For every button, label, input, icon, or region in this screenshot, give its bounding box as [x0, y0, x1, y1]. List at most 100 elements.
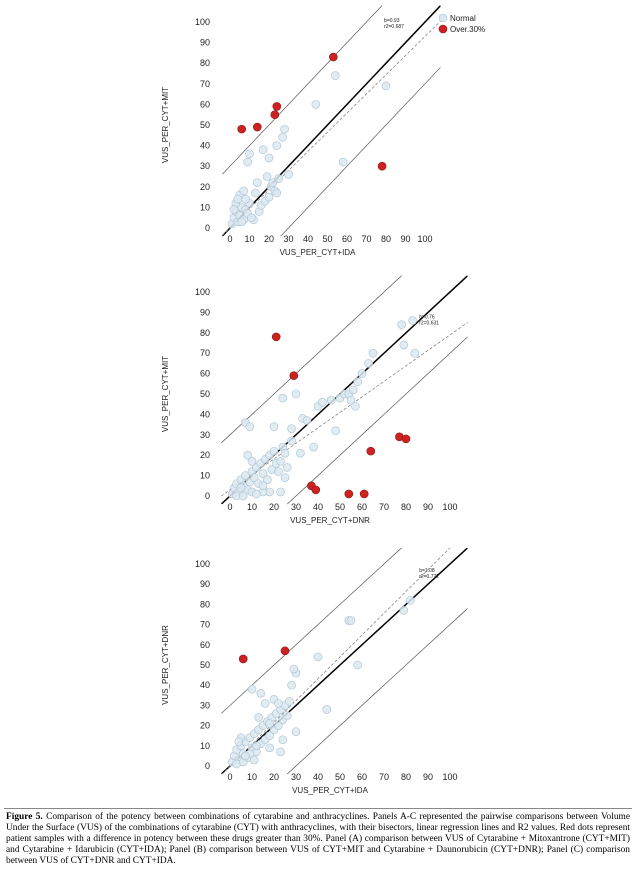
over-30-point	[401, 434, 411, 444]
normal-point	[251, 188, 260, 198]
y-tick-label: 50	[200, 389, 210, 399]
normal-point	[239, 186, 248, 196]
normal-point	[269, 446, 279, 456]
x-axis-label: VUS_PER_CYT+DNR	[290, 516, 370, 525]
normal-point	[265, 743, 274, 753]
normal-point	[330, 71, 340, 80]
x-tick-label: 80	[401, 772, 411, 782]
lower-30-percent-line	[286, 336, 468, 505]
normal-point	[249, 473, 259, 482]
x-axis-label: VUS_PER_CYT+IDA	[292, 786, 368, 795]
y-tick-label: 60	[200, 640, 210, 650]
normal-point	[278, 393, 288, 403]
normal-point	[408, 316, 417, 325]
normal-point	[241, 194, 250, 204]
x-tick-label: 60	[342, 234, 352, 244]
normal-point	[311, 100, 321, 109]
normal-point	[274, 174, 284, 183]
y-tick-label: 50	[200, 120, 210, 130]
legend: Normal Over.30%	[438, 13, 485, 34]
y-tick-label: 90	[200, 307, 210, 317]
normal-point	[276, 487, 285, 497]
normal-point	[237, 217, 246, 227]
x-tick-label: 40	[313, 772, 323, 782]
figure-caption: Figure 5. Comparison of the potency betw…	[4, 808, 632, 886]
normal-point	[289, 664, 299, 674]
normal-point	[256, 688, 266, 698]
y-tick-label: 30	[200, 430, 210, 440]
normal-point	[406, 596, 415, 605]
x-tick-label: 80	[401, 502, 411, 512]
x-tick-label: 90	[423, 502, 433, 512]
normal-point	[243, 157, 252, 167]
y-tick-label: 80	[200, 328, 210, 338]
y-tick-label: 10	[200, 471, 210, 481]
normal-point	[234, 737, 244, 747]
normal-point	[274, 467, 283, 476]
over-30-point	[272, 102, 282, 111]
legend-over-label: Over.30%	[450, 25, 485, 34]
over-30-point	[237, 124, 246, 134]
x-tick-label: 70	[361, 234, 371, 244]
normal-point	[397, 320, 406, 329]
normal-point	[229, 205, 239, 214]
x-tick-label: 50	[335, 502, 345, 512]
normal-point	[252, 741, 261, 751]
panel-a-chart: 0 10 20 30 40 50 60 70 80 90 100 0 10 20 30 40 50 60 70 80 9…	[161, 5, 485, 257]
legend-normal-label: Normal	[450, 14, 476, 23]
over-30-point	[329, 52, 338, 62]
normal-point	[282, 711, 292, 720]
caption-label: Figure 5.	[6, 812, 43, 822]
normal-point	[264, 192, 274, 202]
normal-point	[276, 457, 285, 466]
normal-point	[262, 172, 272, 181]
x-tick-label: 70	[379, 772, 389, 782]
panel-c-chart: 0 10 20 30 40 50 60 70 80 90 100 0 10 20 30 40 50 60 70 80 9…	[161, 547, 468, 795]
regression-line	[221, 547, 451, 775]
normal-point	[353, 377, 362, 387]
y-tick-label: 20	[200, 721, 210, 731]
normal-point	[280, 124, 289, 134]
normal-point	[284, 170, 293, 179]
x-tick-label: 50	[335, 772, 345, 782]
slope-value: b=1.08	[419, 568, 435, 574]
x-tick-label: 20	[269, 772, 279, 782]
over-30-point	[377, 161, 387, 171]
x-tick-label: 100	[417, 234, 432, 244]
x-tick-label: 30	[291, 502, 301, 512]
y-tick-label: 20	[200, 182, 210, 192]
normal-point	[260, 699, 270, 708]
normal-point	[258, 481, 268, 491]
normal-point	[241, 471, 250, 480]
normal-point	[252, 178, 262, 187]
normal-point	[269, 422, 279, 431]
over-30-point	[359, 489, 369, 499]
normal-point	[254, 713, 263, 722]
normal-point	[282, 463, 292, 472]
normal-point	[291, 727, 301, 736]
normal-point	[399, 606, 409, 615]
normal-point	[278, 133, 287, 142]
normal-point	[278, 735, 288, 745]
over-30-point	[271, 332, 281, 342]
x-tick-label: 10	[244, 234, 254, 244]
normal-point	[280, 448, 290, 458]
normal-point	[233, 194, 243, 204]
normal-point	[353, 660, 362, 670]
normal-point	[252, 489, 261, 499]
normal-point	[296, 448, 305, 458]
r-squared-value: r2=0.772	[419, 574, 439, 580]
x-tick-label: 0	[227, 502, 232, 512]
slope-value: b=0.76	[419, 315, 435, 321]
over-30-point	[311, 485, 321, 495]
normal-point	[291, 389, 301, 399]
over-30-point	[366, 446, 376, 456]
normal-point	[326, 395, 336, 405]
reference-lines	[221, 547, 468, 775]
over-30-point	[280, 646, 290, 656]
normal-point	[302, 416, 312, 425]
x-tick-label: 40	[313, 502, 323, 512]
y-tick-label: 40	[200, 141, 210, 151]
x-tick-label: 30	[283, 234, 293, 244]
y-tick-label: 30	[200, 700, 210, 710]
